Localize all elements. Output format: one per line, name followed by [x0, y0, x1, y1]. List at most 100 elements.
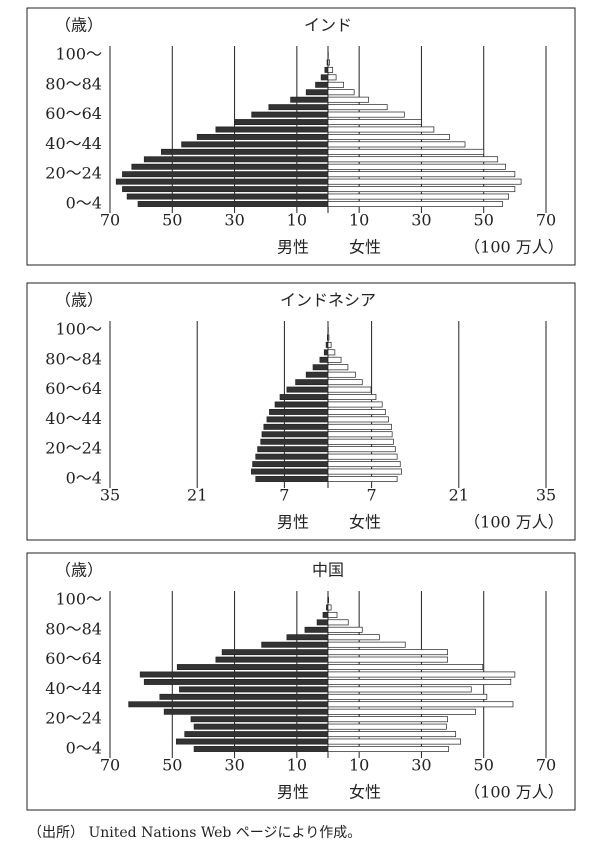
legend-male: 男性 [277, 513, 309, 532]
x-tick-label: 7 [367, 486, 377, 505]
x-tick-label: 10 [287, 211, 307, 230]
female-bar [328, 454, 397, 459]
female-bar [328, 672, 515, 677]
female-bar [328, 605, 331, 610]
y-axis-label: （歳） [55, 16, 103, 35]
x-tick-label: 30 [224, 756, 244, 775]
male-bar [164, 709, 328, 714]
male-bar [275, 402, 328, 407]
male-bar [191, 717, 328, 722]
male-bar [313, 365, 328, 370]
x-tick-label: 35 [536, 486, 556, 505]
x-tick-label: 10 [349, 211, 369, 230]
male-bar [177, 664, 328, 669]
x-tick-label: 30 [411, 211, 431, 230]
y-tick-label: 60～64 [45, 379, 102, 398]
y-axis-label: （歳） [55, 291, 103, 310]
male-bar [253, 462, 328, 467]
female-bar [328, 394, 376, 399]
female-bar [328, 365, 348, 370]
unit-label: （100 万人） [464, 783, 564, 802]
female-bar [328, 60, 330, 65]
male-bar [317, 620, 328, 625]
male-bar [144, 157, 328, 162]
male-bar [280, 394, 328, 399]
x-tick-label: 10 [349, 756, 369, 775]
y-tick-label: 100～ [55, 590, 102, 609]
x-tick-label: 50 [474, 756, 494, 775]
female-bar [328, 702, 513, 707]
female-bar [328, 164, 506, 169]
male-bar [269, 105, 328, 110]
legend-male: 男性 [277, 238, 309, 257]
female-bar [328, 597, 329, 602]
male-bar [306, 90, 328, 95]
y-tick-label: 40～44 [45, 134, 102, 153]
female-bar [328, 112, 404, 117]
male-bar [132, 164, 328, 169]
y-tick-label: 80～84 [45, 74, 102, 93]
male-bar [287, 387, 328, 392]
chart-title: インド [304, 16, 352, 35]
x-tick-label: 10 [287, 756, 307, 775]
male-bar [256, 454, 328, 459]
female-bar [328, 709, 476, 714]
male-bar [324, 350, 328, 355]
male-bar [116, 179, 328, 184]
male-bar [316, 82, 328, 87]
female-bar [328, 179, 521, 184]
female-bar [328, 142, 465, 147]
y-tick-label: 40～44 [45, 409, 102, 428]
male-bar [182, 142, 328, 147]
female-bar [328, 187, 515, 192]
male-bar [262, 432, 328, 437]
x-tick-label: 50 [474, 211, 494, 230]
female-bar [328, 127, 434, 132]
unit-label: （100 万人） [464, 238, 564, 257]
male-bar [222, 650, 328, 655]
female-bar [328, 201, 502, 206]
y-tick-label: 0～4 [66, 194, 102, 213]
female-bar [328, 342, 331, 347]
male-bar [140, 672, 328, 677]
male-bar [258, 447, 328, 452]
female-bar [328, 97, 368, 102]
male-bar [306, 372, 328, 377]
male-bar [325, 67, 328, 72]
x-tick-label: 30 [224, 211, 244, 230]
female-bar [328, 380, 362, 385]
x-tick-label: 70 [536, 211, 556, 230]
male-bar [287, 635, 328, 640]
male-bar [235, 119, 328, 124]
male-bar [122, 172, 328, 177]
y-tick-label: 20～24 [45, 164, 102, 183]
male-bar [251, 469, 328, 474]
male-bar [296, 380, 328, 385]
y-tick-label: 20～24 [45, 709, 102, 728]
male-bar [138, 201, 328, 206]
x-tick-label: 50 [162, 756, 182, 775]
female-bar [328, 650, 448, 655]
male-bar [122, 187, 328, 192]
female-bar [328, 350, 335, 355]
male-bar [264, 424, 328, 429]
male-bar [321, 75, 328, 80]
female-bar [328, 717, 448, 722]
y-tick-label: 60～64 [45, 649, 102, 668]
female-bar [328, 476, 397, 481]
female-bar [328, 194, 509, 199]
male-bar [185, 732, 328, 737]
unit-label: （100 万人） [464, 513, 564, 532]
x-tick-label: 70 [536, 756, 556, 775]
male-bar [179, 687, 328, 692]
male-bar [261, 439, 328, 444]
male-bar [197, 134, 328, 139]
female-bar [328, 462, 400, 467]
y-tick-label: 100～ [55, 45, 102, 64]
female-bar [328, 732, 456, 737]
legend-female: 女性 [349, 238, 381, 257]
female-bar [328, 439, 393, 444]
x-tick-label: 30 [411, 756, 431, 775]
female-bar [328, 447, 395, 452]
female-bar [328, 75, 336, 80]
